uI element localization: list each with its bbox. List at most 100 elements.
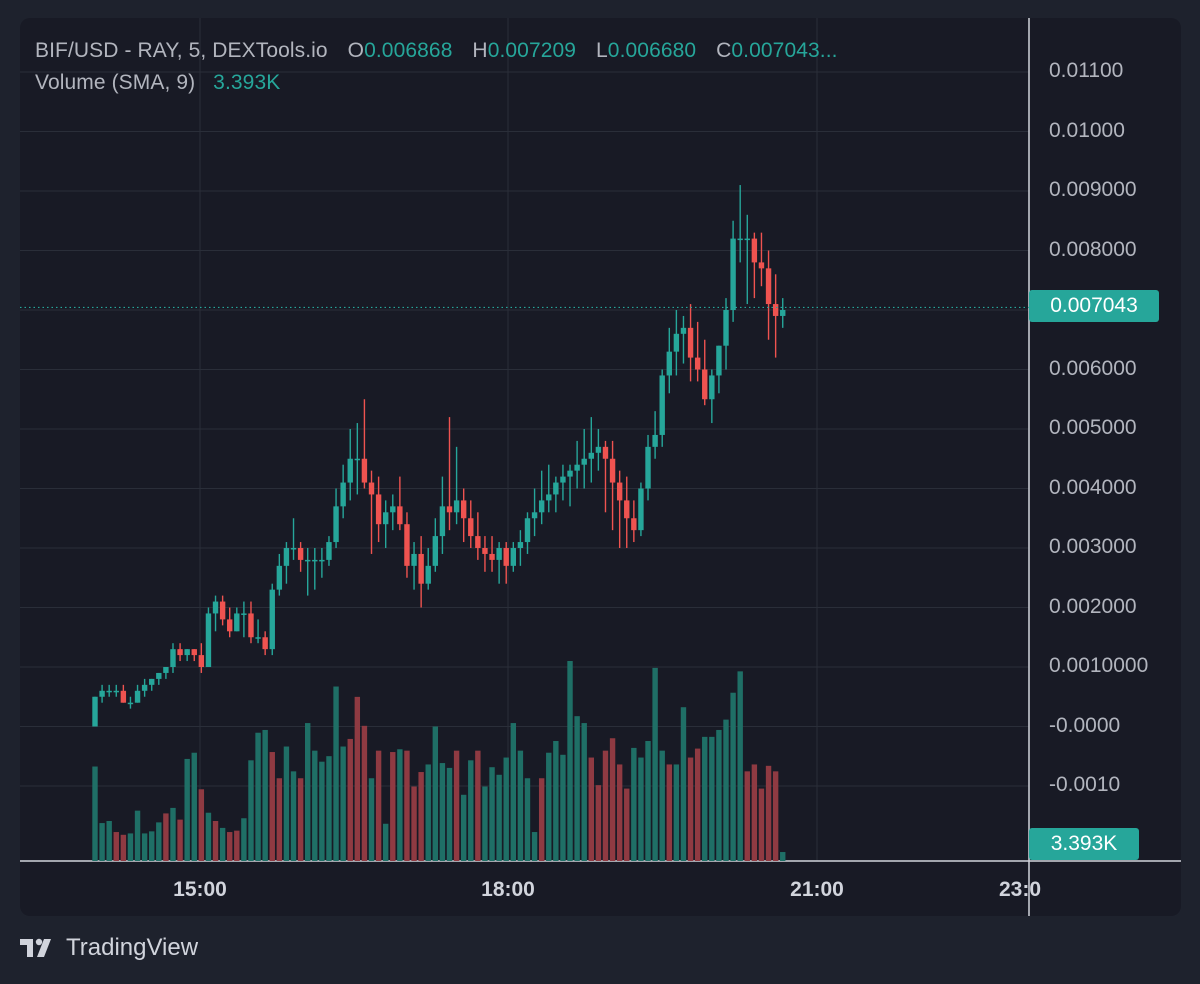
price-tick-label: 0.005000 — [1049, 416, 1137, 439]
candle-body — [624, 500, 630, 519]
candle-body — [468, 518, 474, 537]
volume-bar — [680, 707, 687, 861]
candle-body — [141, 684, 148, 691]
candle-body — [723, 310, 729, 346]
candle-body — [574, 464, 580, 471]
volume-bar — [127, 833, 134, 861]
volume-bar — [354, 696, 361, 861]
volume-bar — [460, 794, 467, 861]
price-tick-label: 0.002000 — [1049, 594, 1137, 618]
candle-body — [588, 452, 594, 459]
candle-body — [524, 518, 531, 543]
candle-body — [156, 672, 162, 679]
volume-bar — [340, 746, 346, 861]
time-tick-label: 21:00 — [790, 878, 844, 901]
volume-bar — [524, 778, 531, 861]
chart-frame[interactable]: BIF/USD - RAY, 5, DEXTools.io O0.006868 … — [20, 18, 1181, 916]
volume-bar — [205, 812, 212, 861]
candle-body — [765, 268, 772, 305]
volume-bar — [305, 723, 311, 861]
candle-body — [397, 506, 403, 525]
candlestick-chart[interactable] — [20, 18, 1181, 916]
candle-body — [248, 613, 254, 638]
candle-body — [177, 649, 183, 656]
volume-indicator-label[interactable]: Volume (SMA, 9) — [35, 71, 196, 94]
last-price-tag: 0.007043 — [1029, 290, 1159, 322]
volume-legend: Volume (SMA, 9) 3.393K — [35, 71, 280, 95]
volume-bar — [631, 747, 637, 861]
volume-bar — [319, 761, 325, 861]
candle-body — [354, 458, 361, 461]
price-tick-label: -0.0010 — [1049, 773, 1121, 796]
volume-bar — [772, 771, 779, 861]
volume-bar — [709, 736, 715, 861]
volume-bar — [758, 788, 765, 861]
candle-body — [276, 565, 283, 590]
candle-body — [347, 458, 353, 483]
symbol-label[interactable]: BIF/USD - RAY, 5, DEXTools.io — [35, 39, 328, 62]
candle-body — [694, 357, 701, 370]
price-tick-label: 0.004000 — [1049, 475, 1137, 499]
volume-bar — [262, 729, 268, 861]
candle-body — [772, 304, 779, 316]
candle-body — [375, 494, 382, 525]
time-tick-label: 18:00 — [481, 878, 535, 901]
candle-body — [517, 542, 524, 548]
time-tick-label: 15:00 — [173, 878, 227, 901]
volume-bar — [687, 757, 694, 861]
candle-body — [716, 345, 722, 376]
candle-body — [709, 375, 715, 400]
brand-name: TradingView — [66, 934, 199, 961]
candle-body — [368, 482, 375, 495]
tradingview-logo-icon — [20, 938, 51, 957]
candle-body — [241, 613, 247, 615]
volume-bar — [397, 749, 403, 861]
volume-bar — [624, 788, 630, 861]
volume-indicator-value: 3.393K — [213, 71, 281, 94]
candle-body — [205, 613, 212, 667]
volume-bar — [184, 758, 190, 861]
volume-bar — [616, 764, 623, 861]
volume-bar — [191, 752, 197, 861]
volume-bar — [425, 764, 431, 861]
candle-body — [212, 601, 219, 614]
candle-body — [170, 649, 176, 667]
candle-body — [687, 327, 694, 358]
candle-body — [312, 559, 318, 562]
volume-bar — [390, 752, 396, 861]
candle-body — [127, 702, 134, 705]
candle-body — [297, 548, 304, 560]
volume-bar — [382, 823, 389, 861]
tradingview-brand[interactable]: TradingView — [20, 934, 198, 962]
price-tick-label: 0.0010000 — [1049, 654, 1149, 677]
candle-body — [631, 518, 637, 531]
candle-body — [163, 667, 169, 673]
candle-body — [453, 500, 460, 513]
candle-body — [340, 482, 346, 507]
volume-bar — [602, 750, 609, 861]
candle-body — [666, 351, 672, 376]
candle-body — [106, 690, 112, 693]
price-tick-label: 0.009000 — [1049, 178, 1137, 201]
candle-body — [404, 524, 410, 566]
volume-bar — [212, 821, 219, 861]
volume-bar — [106, 821, 112, 861]
volume-bar — [489, 767, 495, 861]
candle-body — [567, 470, 573, 477]
candle-body — [184, 649, 190, 656]
candle-body — [432, 536, 439, 566]
volume-bar — [560, 754, 566, 861]
candle-body — [680, 327, 687, 334]
candle-body — [730, 238, 736, 310]
candle-body — [560, 476, 566, 483]
candle-body — [638, 488, 644, 531]
price-tick-label: 0.008000 — [1049, 237, 1137, 261]
candle-body — [269, 589, 275, 650]
volume-bar — [347, 738, 353, 861]
candle-body — [595, 446, 602, 453]
close-key: C — [716, 39, 732, 62]
candle-body — [113, 690, 119, 693]
open-key: O — [347, 39, 365, 62]
volume-bar — [418, 772, 424, 861]
volume-bar — [453, 750, 460, 861]
